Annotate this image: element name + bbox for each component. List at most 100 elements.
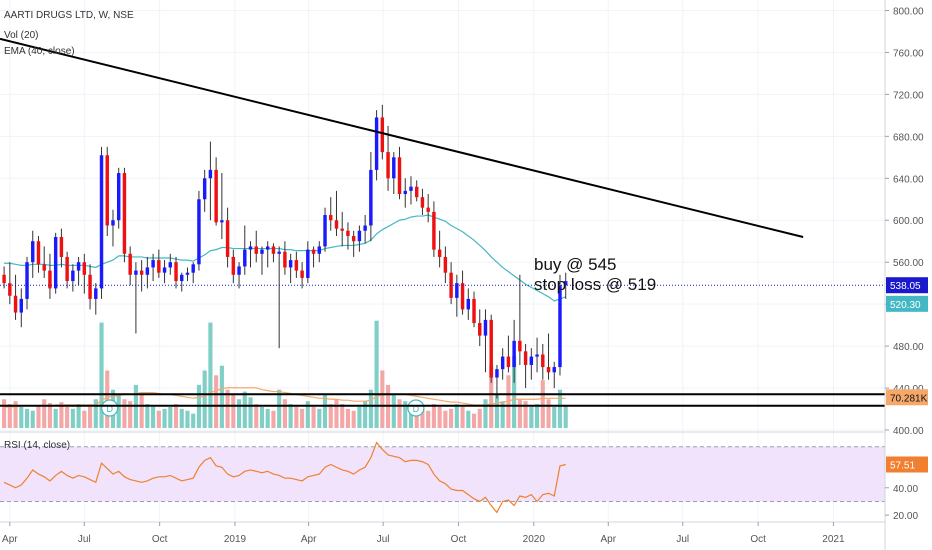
candle-body <box>65 256 69 282</box>
volume-bar <box>248 397 253 428</box>
candle-body <box>99 155 104 289</box>
rsi-indicator-label[interactable]: RSI (14, close) <box>4 440 71 451</box>
candle-body <box>346 230 350 236</box>
volume-bar <box>529 406 534 428</box>
candle-body <box>254 246 258 254</box>
ema-indicator-label[interactable]: EMA (40, close) <box>4 46 75 57</box>
rsi-value-label-bg <box>886 456 928 473</box>
volume-bar <box>191 413 196 428</box>
time-tick-label: 2019 <box>224 534 247 545</box>
candle-body <box>260 249 264 254</box>
candle-body <box>151 260 155 268</box>
rsi-tick-label: 20.00 <box>893 511 918 522</box>
volume-bar <box>19 406 24 428</box>
price-tick-label: 720.00 <box>893 90 924 101</box>
candle-body <box>197 199 201 265</box>
volume-ma-line <box>4 387 566 408</box>
volume-bar <box>214 375 219 428</box>
volume-bar <box>7 404 12 428</box>
volume-bar <box>557 389 563 428</box>
candle-body <box>225 220 230 257</box>
candle-body <box>483 319 488 336</box>
volume-bar <box>489 365 494 428</box>
current-price-label-bg <box>886 277 928 294</box>
volume-bar <box>363 401 368 428</box>
volume-bar <box>449 408 454 428</box>
volume-bar <box>300 408 305 428</box>
volume-bar <box>546 399 551 428</box>
candle-body <box>88 274 92 299</box>
candle-body <box>157 260 161 273</box>
candle-body <box>116 173 121 221</box>
volume-bar <box>540 380 545 428</box>
volume-bar <box>500 401 505 428</box>
candle-body <box>443 256 448 273</box>
candle-body <box>42 264 46 271</box>
candle-body <box>220 220 224 223</box>
candle-body <box>380 117 385 153</box>
volume-bar <box>87 406 93 428</box>
candle-body <box>288 260 293 268</box>
candle-body <box>432 211 436 250</box>
candle-body <box>351 235 356 242</box>
candle-body <box>317 246 322 254</box>
candle-body <box>8 283 12 296</box>
symbol-title[interactable]: AARTI DRUGS LTD, W, NSE <box>4 10 134 21</box>
candle-body <box>472 298 476 324</box>
volume-value-label-bg <box>886 389 928 406</box>
candle-body <box>357 230 362 242</box>
candle-body <box>71 270 75 282</box>
volume-bar <box>254 404 259 428</box>
volume-bar <box>99 322 104 428</box>
volume-bar <box>93 399 98 428</box>
candle-body <box>512 340 516 368</box>
candle-body <box>455 283 459 298</box>
volume-bar <box>259 406 265 428</box>
time-tick-label: Oct <box>152 534 168 545</box>
volume-bar <box>13 401 18 428</box>
volume-bar <box>483 399 488 428</box>
candle-body <box>25 262 29 299</box>
candle-body <box>145 267 150 275</box>
volume-bar <box>145 404 150 428</box>
time-tick-label: Oct <box>451 534 467 545</box>
vol-indicator-label[interactable]: Vol (20) <box>4 30 39 41</box>
time-tick-label: Jul <box>78 534 91 545</box>
candle-body <box>340 228 344 231</box>
volume-bar <box>454 404 459 428</box>
current-price-label: 538.05 <box>890 281 921 292</box>
candle-body <box>535 354 539 357</box>
volume-bar <box>311 406 316 428</box>
volume-bar <box>477 408 482 428</box>
volume-bar <box>105 370 110 428</box>
volume-bar <box>185 410 190 428</box>
volume-bar <box>47 403 53 428</box>
candle-body <box>36 241 41 265</box>
volume-bar <box>391 394 396 428</box>
candle-body <box>294 260 299 271</box>
candle-body <box>231 256 236 275</box>
volume-bar <box>288 404 293 428</box>
volume-bar <box>173 404 179 428</box>
volume-bar <box>357 406 362 428</box>
volume-bar <box>443 410 448 428</box>
time-tick-label: Jul <box>676 534 689 545</box>
volume-bar <box>374 320 379 428</box>
volume-bar <box>179 408 184 428</box>
candle-body <box>495 369 499 378</box>
volume-bar <box>397 399 402 428</box>
candle-body <box>202 178 207 200</box>
candle-body <box>334 220 339 229</box>
candle-body <box>76 262 81 271</box>
volume-bar <box>219 365 224 428</box>
volume-bar <box>345 408 351 428</box>
candle-body <box>541 354 545 368</box>
volume-bar <box>42 399 47 428</box>
candle-body <box>105 155 109 226</box>
candle-body <box>386 152 390 179</box>
candle-body <box>306 249 310 278</box>
volume-bar <box>36 405 41 428</box>
candle-body <box>31 241 35 263</box>
candle-body <box>449 272 453 298</box>
